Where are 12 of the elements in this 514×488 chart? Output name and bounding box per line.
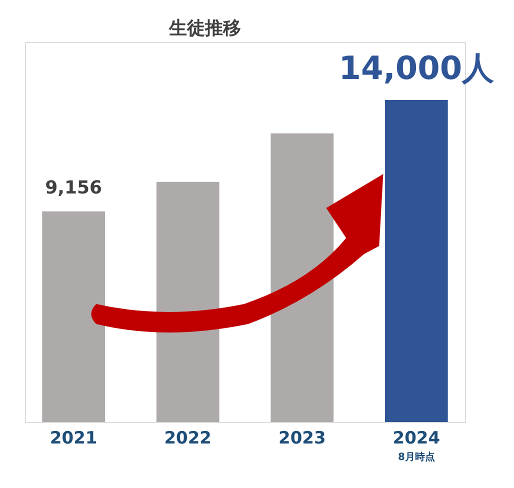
chart-title: 生徒推移 [168, 18, 241, 39]
data-label: 14,000人 [338, 48, 496, 87]
x-tick-label: 2022 [164, 428, 212, 448]
bar [270, 133, 334, 422]
bar [156, 182, 220, 422]
x-tick-label: 2023 [278, 428, 326, 448]
bar [385, 100, 448, 422]
x-tick-label: 2024 [392, 428, 440, 448]
x-tick-label: 2021 [50, 428, 98, 448]
data-label: 9,156 [45, 177, 102, 198]
text: 8月時点 [398, 451, 435, 463]
bar [42, 211, 105, 422]
